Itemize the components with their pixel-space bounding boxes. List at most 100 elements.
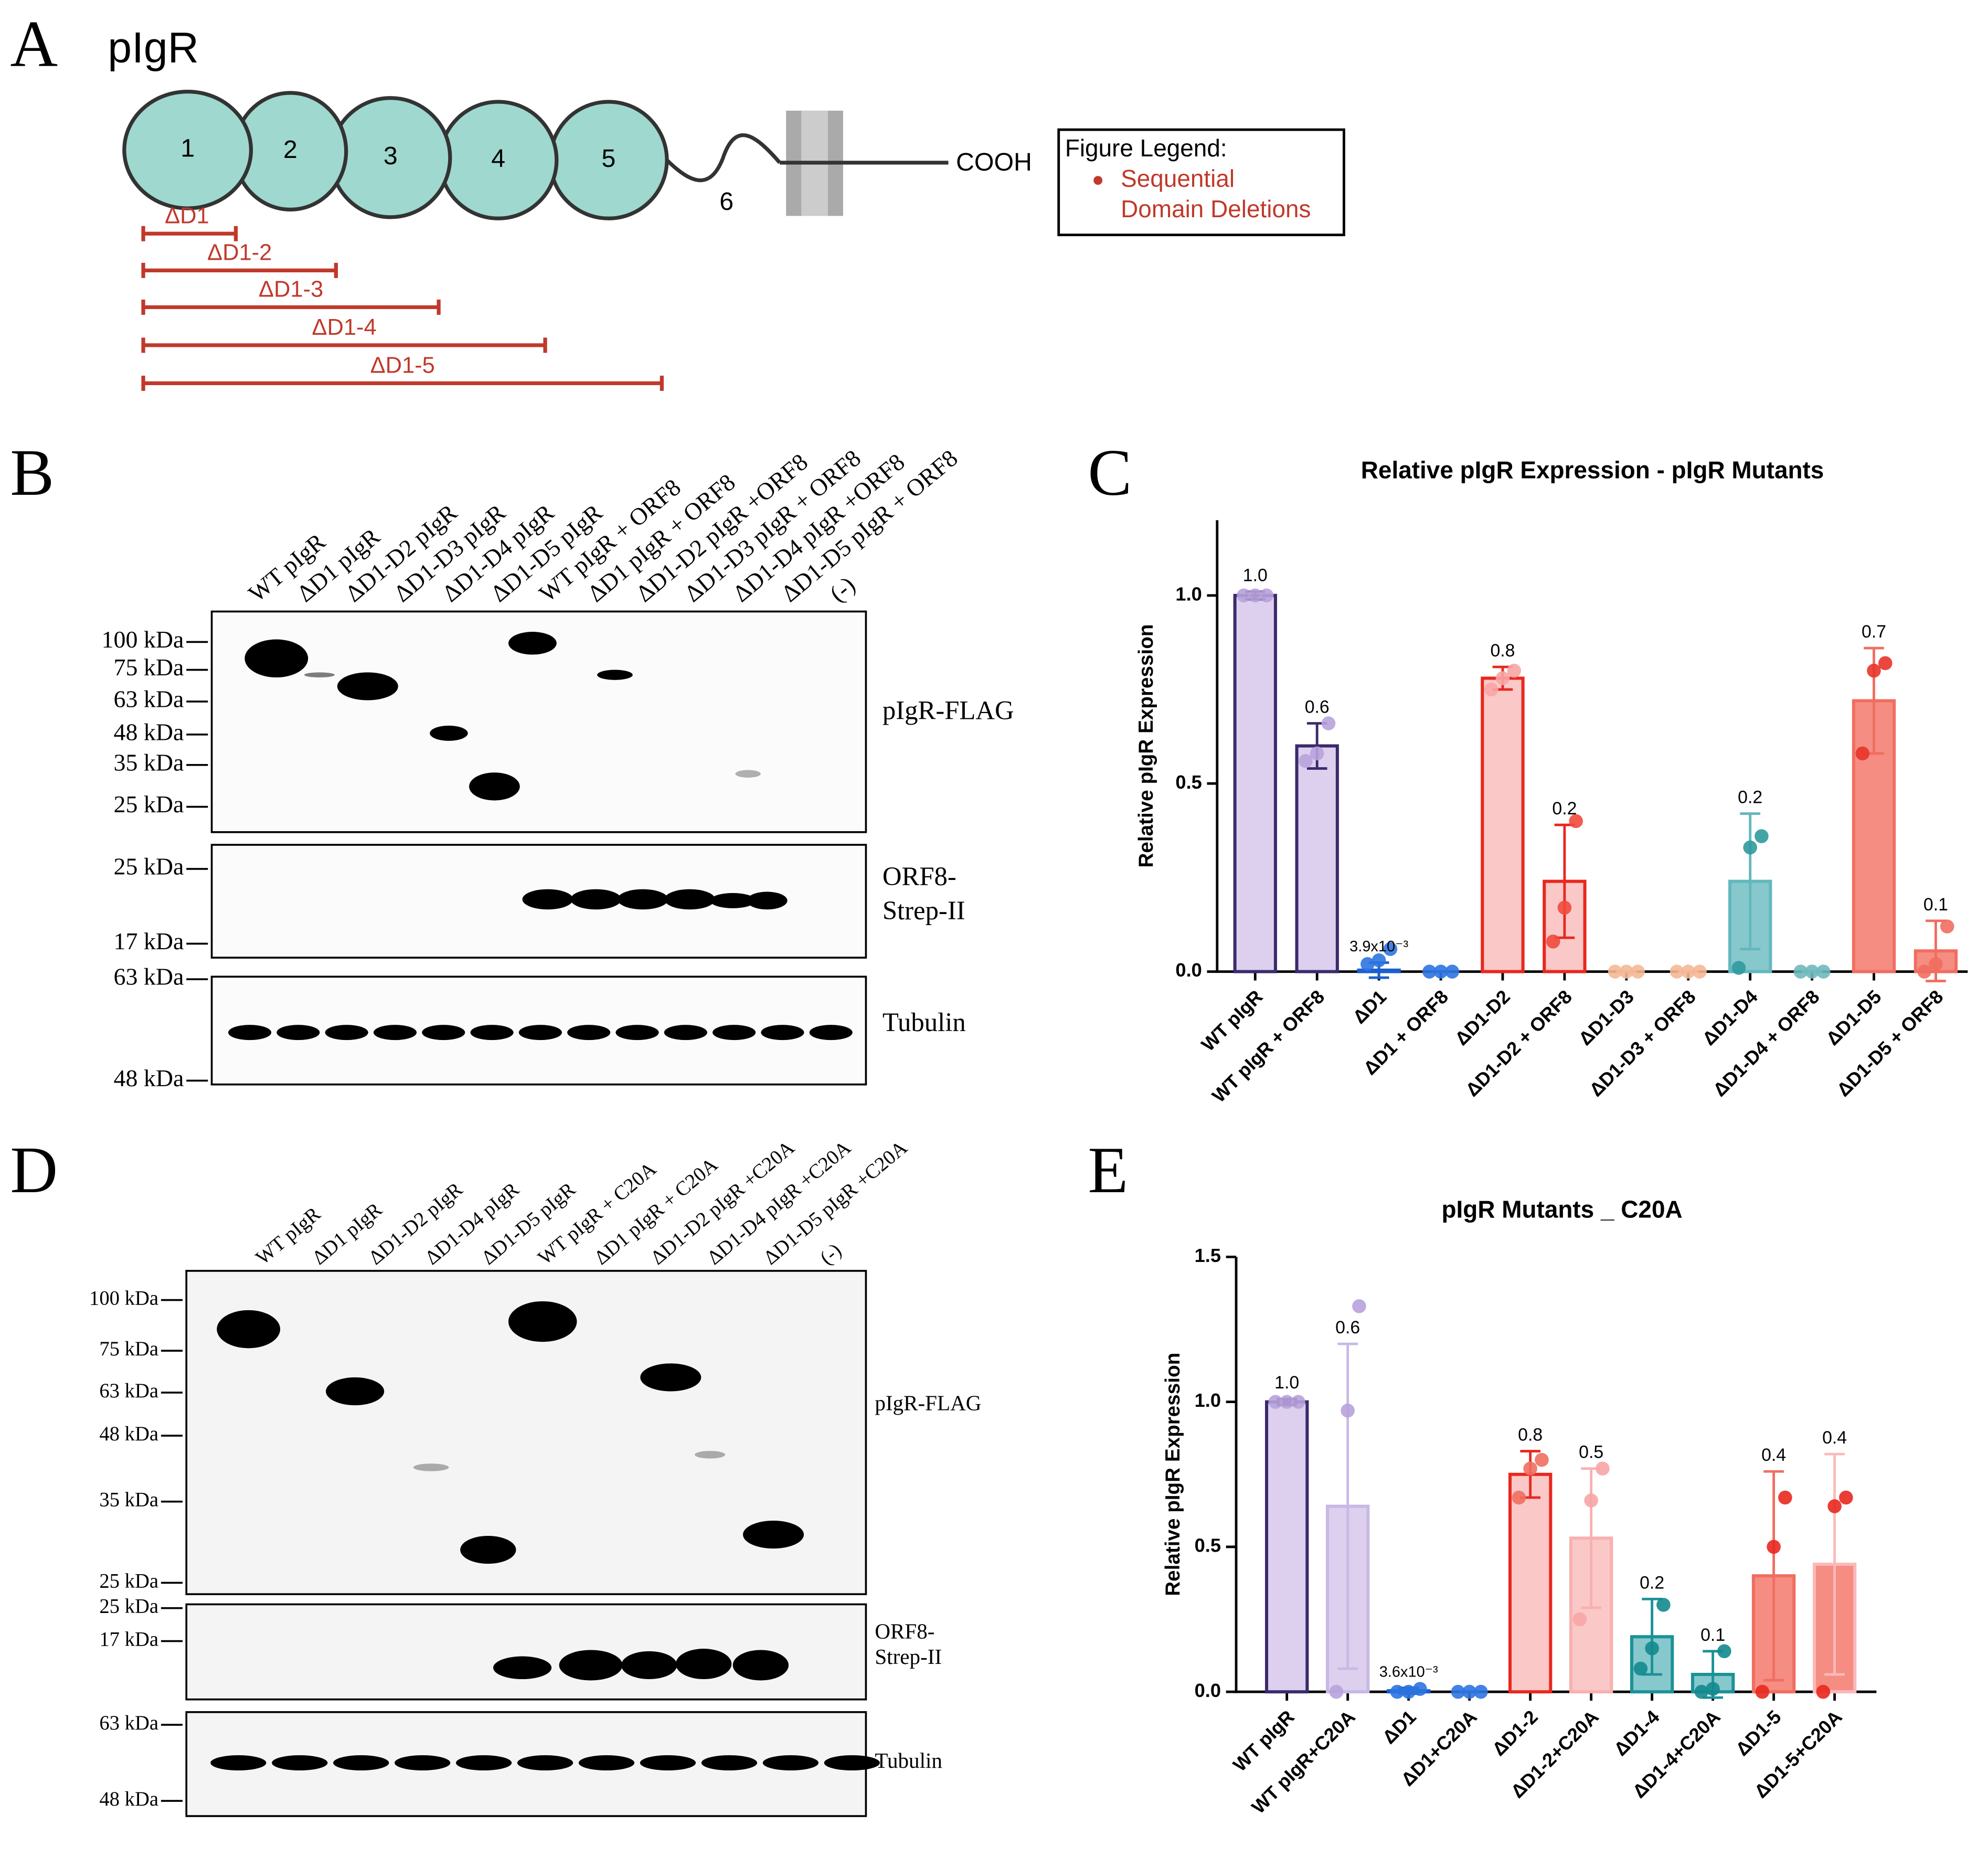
domain-label: 5 [601,144,615,173]
deletion [141,337,547,353]
error-bar [1763,1470,1784,1682]
value-label: 0.4 [1822,1428,1847,1448]
marker-label: 17 kDa [114,928,184,954]
band [508,632,557,655]
y-axis-title: Relative pIgR Expression [1135,624,1157,868]
terminus-label: COOH [956,148,1032,176]
data-point [1237,588,1251,603]
domain-label: 2 [283,135,297,164]
data-point [1717,1644,1731,1659]
data-point [1512,1490,1526,1505]
deletion-label: ΔD1-2 [207,240,272,265]
band [304,672,335,678]
data-point [1619,964,1634,979]
band [761,1025,804,1041]
deletion-label: ΔD1-5 [370,353,435,378]
marker-label: 25 kDa [99,1596,158,1618]
band [570,889,622,910]
marker-label: 17 kDa [99,1628,158,1650]
value-label: 0.8 [1490,641,1515,661]
band [567,1025,611,1041]
marker-label: 25 kDa [99,1570,158,1592]
y-tick-label: 1.0 [1195,1389,1221,1411]
data-point [1329,1684,1344,1699]
data-point [1867,663,1881,678]
data-point [1248,588,1262,603]
data-point [1633,1661,1648,1676]
value-label: 3.9x10⁻³ [1349,938,1408,955]
marker-label: 100 kDa [102,626,184,653]
band [701,1755,758,1771]
data-point [1523,1461,1537,1476]
value-label: 0.1 [1700,1625,1725,1645]
band [469,772,520,801]
band [470,1025,514,1041]
band [578,1755,635,1771]
y-axis-title: Relative pIgR Expression [1162,1353,1184,1596]
data-point [1793,964,1808,979]
band [713,1025,756,1041]
blot-name: Strep-II [883,896,965,925]
data-point [1495,671,1510,685]
y-tick-label: 0.0 [1195,1680,1221,1701]
data-point [1462,1684,1476,1699]
data-point [1259,588,1274,603]
band [455,1755,512,1771]
data-point [1596,1461,1610,1476]
y-tick-label: 0.5 [1175,771,1202,793]
deletion [141,375,664,391]
data-point [1352,1299,1366,1313]
y-tick-label: 0.0 [1175,959,1202,981]
legend-box [1057,128,1345,237]
data-point [1390,1684,1405,1699]
data-point [1706,1682,1720,1696]
band [277,1025,320,1041]
band [325,1025,368,1041]
deletion [141,299,441,315]
value-label: 3.6x10⁻³ [1379,1663,1438,1680]
bar [1233,593,1277,973]
band [244,639,309,678]
band [695,1451,726,1459]
data-point [1360,957,1375,971]
deletion [141,226,238,241]
band [413,1463,449,1471]
data-point [1507,663,1522,678]
value-label: 1.0 [1243,566,1268,586]
error-bar [1740,812,1761,951]
band [272,1755,328,1771]
data-point [1608,964,1622,979]
band [217,1310,281,1349]
band [493,1656,552,1680]
deletion-label: ΔD1-3 [259,277,323,302]
blot-name: ORF8- [875,1619,934,1643]
deletion-label: ΔD1-4 [312,315,376,340]
value-label: 0.7 [1862,622,1886,642]
band [640,1755,696,1771]
marker-label: 63 kDa [99,1380,158,1402]
band [597,670,633,680]
blot-name: pIgR-FLAG [883,695,1014,725]
data-point [1878,656,1893,671]
legend-text: Sequential [1121,165,1235,192]
panel-letter: B [10,437,54,510]
marker-label: 100 kDa [89,1287,158,1309]
band [522,889,573,910]
data-point [1778,1490,1792,1505]
data-point [1341,1403,1355,1418]
data-point [1693,964,1707,979]
marker-label: 35 kDa [99,1489,158,1511]
band [559,1650,623,1681]
data-point [1694,1684,1709,1699]
legend-title: Figure Legend: [1065,134,1227,162]
data-point [1484,682,1498,697]
marker-label: 25 kDa [114,853,184,879]
blot-name: pIgR-FLAG [875,1391,981,1415]
domain-label: 1 [180,134,195,163]
panel-letter: D [10,1134,58,1207]
data-point [1451,1684,1465,1699]
data-point [1535,1452,1549,1467]
band [508,1301,577,1342]
data-point [1816,1684,1831,1699]
